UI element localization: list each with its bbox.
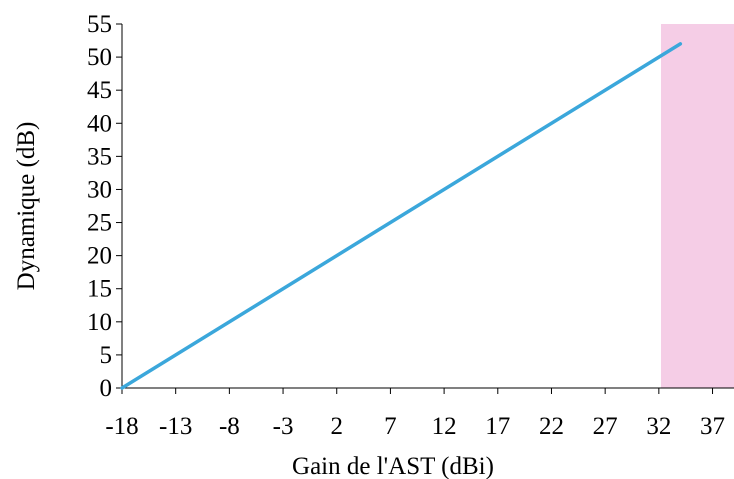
axis-layer <box>116 23 734 394</box>
x-tick-label: 22 <box>539 413 564 440</box>
y-tick-label: 40 <box>87 110 112 137</box>
x-tick-label: 32 <box>646 413 671 440</box>
y-tick-label: 0 <box>100 375 113 402</box>
y-tick-label: 50 <box>87 44 112 71</box>
y-tick-label: 45 <box>87 77 112 104</box>
x-tick-label: 37 <box>700 413 725 440</box>
x-tick-label: 2 <box>330 413 343 440</box>
y-tick-label: 25 <box>87 210 112 237</box>
x-tick-label: 12 <box>432 413 457 440</box>
series-layer <box>120 42 683 390</box>
y-tick-label: 35 <box>87 143 112 170</box>
x-tick-label: -8 <box>219 413 240 440</box>
y-axis-title: Dynamique (dB) <box>13 122 40 291</box>
x-tick-label: 27 <box>593 413 618 440</box>
x-tick-label: -3 <box>273 413 294 440</box>
shaded-region <box>660 24 734 388</box>
y-tick-label: 5 <box>100 342 113 369</box>
y-tick-label: 10 <box>87 309 112 336</box>
y-tick-label: 30 <box>87 176 112 203</box>
x-tick-label: -18 <box>105 413 138 440</box>
y-tick-label: 55 <box>87 11 112 38</box>
y-tick-label: 15 <box>87 276 112 303</box>
series-line-0 <box>120 42 683 390</box>
x-tick-label: 7 <box>384 413 397 440</box>
x-tick-label: -13 <box>159 413 192 440</box>
x-axis-title: Gain de l'AST (dBi) <box>292 453 494 479</box>
x-tick-label: 17 <box>485 413 510 440</box>
shade-layer <box>660 24 734 388</box>
y-tick-label: 20 <box>87 243 112 270</box>
